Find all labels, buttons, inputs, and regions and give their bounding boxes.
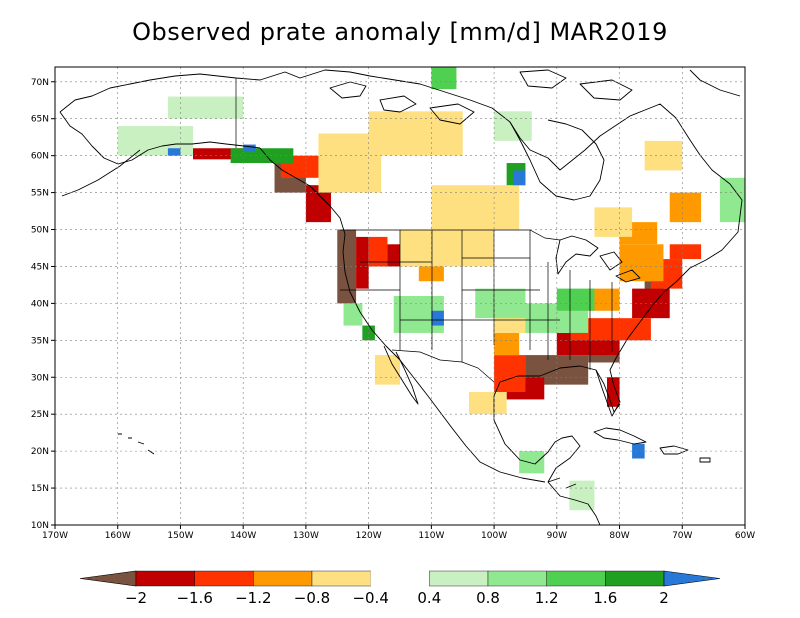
anomaly-cells (117, 67, 745, 511)
lon-tick-label: 150W (167, 531, 193, 541)
lon-tick-label: 70W (672, 531, 692, 541)
border-central-america (547, 477, 577, 489)
colorbar-label: 1.2 (535, 589, 559, 607)
coastline-alaska (59, 111, 261, 165)
colorbar-swatch (546, 570, 606, 587)
anomaly-cell (469, 392, 507, 415)
anomaly-cell (719, 177, 745, 223)
anomaly-cell (569, 480, 595, 511)
coastline-north-america (59, 69, 743, 525)
colorbar-label: −0.4 (352, 589, 388, 607)
lat-tick-label: 65N (31, 115, 49, 125)
colorbar-label: 1.6 (593, 589, 617, 607)
lon-tick-label: 120W (356, 531, 382, 541)
lon-tick-label: 170W (42, 531, 68, 541)
anomaly-cell (343, 303, 363, 326)
colorbar-swatch (135, 570, 195, 587)
colorbar-label: −2 (125, 589, 147, 607)
lat-tick-label: 70N (31, 78, 49, 88)
coastline-puerto-rico (699, 457, 711, 463)
colorbar-label: −0.8 (294, 589, 330, 607)
coastline-hawaii (118, 433, 155, 455)
coastline-aleutians (61, 149, 141, 197)
anomaly-cell (374, 355, 400, 385)
lat-tick-label: 20N (31, 447, 49, 457)
coastline-greenland (689, 69, 741, 97)
coastline-hudson-bay (509, 119, 605, 201)
border-us-canada (340, 229, 561, 241)
colorbar-swatch (311, 570, 371, 587)
lat-tick-label: 60N (31, 152, 49, 162)
colorbar-label: 0.4 (417, 589, 441, 607)
lat-tick-label: 10N (31, 521, 49, 531)
anomaly-cell (431, 185, 520, 230)
lat-tick-label: 35N (31, 336, 49, 346)
lat-tick-label: 25N (31, 410, 49, 420)
colorbar-swatch (253, 570, 313, 587)
coastline-cuba (593, 427, 647, 445)
lat-tick-label: 45N (31, 262, 49, 272)
anomaly-cell (594, 207, 633, 237)
anomaly-cell (400, 229, 495, 267)
anomaly-cell (431, 67, 457, 90)
lat-tick-label: 50N (31, 226, 49, 236)
anomaly-cell (356, 236, 369, 289)
anomaly-cell (167, 96, 244, 119)
colorbar-legend: −2 −1.6 −1.2 −0.8 −0.4 0.4 0.8 1.2 1.6 2 (79, 570, 721, 607)
anomaly-cell (556, 288, 595, 311)
colorbar-swatch (605, 570, 665, 587)
coastline-pacific (259, 147, 546, 483)
anomaly-cell (167, 148, 181, 156)
anomaly-cell (619, 244, 664, 282)
lat-tick-label: 15N (31, 484, 49, 494)
anomaly-cell (368, 111, 463, 156)
lat-tick-label: 40N (31, 299, 49, 309)
lon-tick-label: 100W (481, 531, 507, 541)
lat-tick-label: 55N (31, 189, 49, 199)
anomaly-cell (669, 192, 702, 223)
anomaly-cell (368, 236, 388, 267)
coastline-baja (383, 345, 419, 405)
map-frame (54, 66, 746, 526)
colorbar-swatch (487, 570, 547, 587)
lon-tick-label: 160W (105, 531, 131, 541)
lat-tick-label: 30N (31, 373, 49, 383)
colorbar-label: 0.8 (476, 589, 500, 607)
anomaly-cell (512, 170, 526, 186)
coastline-hispaniola (659, 445, 689, 455)
colorbar-arrow-low (79, 570, 137, 587)
anomaly-cell (669, 244, 702, 260)
coastline-florida (595, 369, 621, 413)
anomaly-cell (431, 310, 444, 326)
lon-tick-label: 60W (735, 531, 755, 541)
graticule (55, 67, 745, 525)
lon-tick-label: 110W (418, 531, 444, 541)
colorbar-arrow-high (663, 570, 721, 587)
lon-tick-label: 90W (547, 531, 567, 541)
axis-ticks: 70N65N60N55N50N45N40N35N30N25N20N15N10N1… (31, 78, 755, 541)
lon-tick-label: 140W (230, 531, 256, 541)
anomaly-cell (193, 148, 244, 160)
coastline-arctic-islands (329, 69, 633, 125)
colorbar-swatch (194, 570, 254, 587)
colorbar-label: −1.6 (176, 589, 212, 607)
anomaly-cell (519, 451, 545, 474)
anomaly-cell (117, 126, 193, 156)
colorbar-label: 2 (659, 589, 669, 607)
anomaly-cell (494, 355, 526, 393)
lon-tick-label: 80W (609, 531, 629, 541)
colorbar-label: −1.2 (235, 589, 271, 607)
lon-tick-label: 130W (293, 531, 319, 541)
anomaly-cell (632, 443, 645, 459)
anomaly-cell (243, 144, 256, 152)
anomaly-cell (494, 332, 520, 356)
border-us-mexico (391, 349, 495, 383)
map-title: Observed prate anomaly [mm/d] MAR2019 (132, 18, 668, 46)
coastline-great-lakes (555, 235, 641, 283)
colorbar-swatch (370, 571, 430, 586)
coastlines (59, 69, 743, 525)
colorbar-swatch (429, 570, 489, 587)
